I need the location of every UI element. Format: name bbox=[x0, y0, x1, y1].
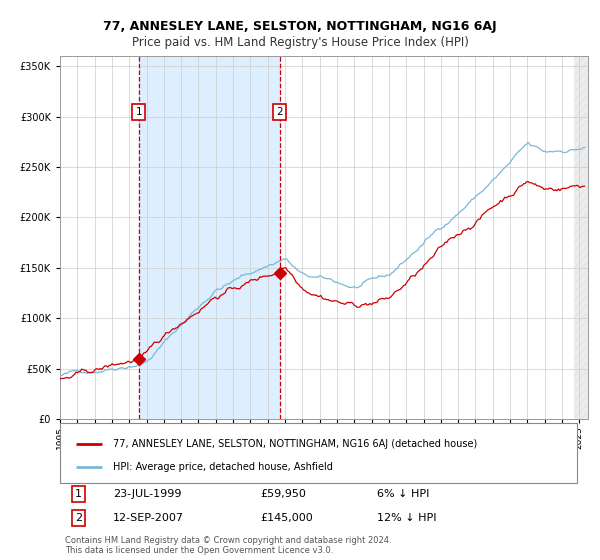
FancyBboxPatch shape bbox=[60, 423, 577, 483]
Text: 6% ↓ HPI: 6% ↓ HPI bbox=[377, 489, 429, 500]
Text: 12% ↓ HPI: 12% ↓ HPI bbox=[377, 512, 436, 522]
Text: 77, ANNESLEY LANE, SELSTON, NOTTINGHAM, NG16 6AJ: 77, ANNESLEY LANE, SELSTON, NOTTINGHAM, … bbox=[103, 20, 497, 32]
Text: £145,000: £145,000 bbox=[260, 512, 313, 522]
Text: Price paid vs. HM Land Registry's House Price Index (HPI): Price paid vs. HM Land Registry's House … bbox=[131, 36, 469, 49]
Text: 2: 2 bbox=[75, 512, 82, 522]
Text: 1: 1 bbox=[75, 489, 82, 500]
Text: Contains HM Land Registry data © Crown copyright and database right 2024.
This d: Contains HM Land Registry data © Crown c… bbox=[65, 536, 392, 555]
Text: 2: 2 bbox=[277, 108, 283, 117]
Bar bbox=[574, 56, 588, 419]
Text: 1: 1 bbox=[136, 108, 142, 117]
Text: 77, ANNESLEY LANE, SELSTON, NOTTINGHAM, NG16 6AJ (detached house): 77, ANNESLEY LANE, SELSTON, NOTTINGHAM, … bbox=[113, 438, 477, 449]
Text: HPI: Average price, detached house, Ashfield: HPI: Average price, detached house, Ashf… bbox=[113, 462, 332, 472]
Bar bbox=[139, 56, 280, 419]
Text: 12-SEP-2007: 12-SEP-2007 bbox=[113, 512, 184, 522]
Text: £59,950: £59,950 bbox=[260, 489, 307, 500]
Text: 23-JUL-1999: 23-JUL-1999 bbox=[113, 489, 181, 500]
